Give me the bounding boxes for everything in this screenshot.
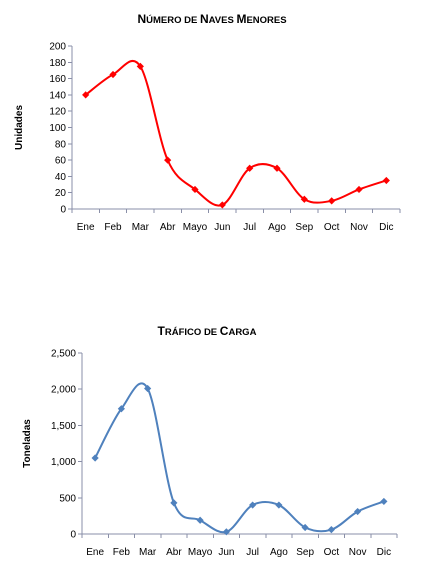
data-point xyxy=(382,176,390,185)
y-tick-label: 40 xyxy=(55,172,67,183)
data-point xyxy=(144,384,152,393)
chart-title: NÚMERO DE NAVES MENORES xyxy=(137,12,286,26)
y-tick-label: 160 xyxy=(49,74,66,85)
data-point xyxy=(275,501,283,509)
y-tick-label: 100 xyxy=(49,123,66,134)
data-point xyxy=(218,201,226,209)
data-point xyxy=(191,185,199,194)
y-tick-label: 140 xyxy=(49,90,66,101)
x-tick-label: Ago xyxy=(270,547,288,558)
y-tick-label: 120 xyxy=(49,107,66,118)
data-point xyxy=(170,499,178,507)
y-tick-label: 2,500 xyxy=(51,349,76,360)
data-point xyxy=(82,91,90,99)
y-axis-label: Toneladas xyxy=(22,419,33,468)
x-tick-label: Mar xyxy=(139,547,157,558)
x-tick-label: Abr xyxy=(166,547,182,558)
data-point xyxy=(355,185,363,194)
data-point xyxy=(136,62,144,70)
y-tick-label: 1,000 xyxy=(51,457,76,468)
x-tick-label: Jun xyxy=(218,547,234,558)
x-tick-label: Abr xyxy=(160,222,176,233)
x-tick-label: Dic xyxy=(379,222,393,233)
series-line-1 xyxy=(85,59,387,207)
data-point xyxy=(249,501,257,509)
data-point xyxy=(327,526,335,534)
data-point xyxy=(273,164,281,172)
data-point xyxy=(222,528,230,536)
chart-2: TRÁFICO DE CARGA Toneladas 0 500 1,000 1,500 2… xyxy=(22,324,398,558)
data-point xyxy=(300,195,308,203)
x-tick-label: Jul xyxy=(243,222,256,233)
x-tick-label: Ago xyxy=(268,222,286,233)
y-tick-label: 20 xyxy=(55,188,67,199)
y-tick-label: 80 xyxy=(55,139,67,150)
data-point xyxy=(246,164,254,172)
data-point xyxy=(109,70,117,79)
series-line-1 xyxy=(94,382,385,534)
data-point xyxy=(380,497,388,506)
x-tick-label: Feb xyxy=(104,222,122,233)
x-tick-label: Oct xyxy=(324,547,340,558)
y-tick-label: 0 xyxy=(70,530,76,541)
y-tick-label: 60 xyxy=(55,156,67,167)
y-tick-label: 1,500 xyxy=(51,421,76,432)
x-tick-label: Dic xyxy=(377,547,391,558)
x-tick-label: Ene xyxy=(77,222,95,233)
data-point xyxy=(164,156,172,164)
y-tick-label: 200 xyxy=(49,42,66,53)
x-tick-label: Nov xyxy=(349,547,367,558)
x-tick-label: Mayo xyxy=(183,222,208,233)
data-point xyxy=(301,523,309,532)
x-tick-label: Ene xyxy=(86,547,104,558)
data-point xyxy=(91,454,99,462)
x-tick-label: Feb xyxy=(113,547,131,558)
x-tick-label: Mayo xyxy=(188,547,213,558)
chart-1: NÚMERO DE NAVES MENORES Unidades 0 20 40 60 80… xyxy=(14,12,401,233)
x-tick-label: Jun xyxy=(214,222,230,233)
x-tick-label: Oct xyxy=(324,222,340,233)
x-tick-label: Mar xyxy=(132,222,150,233)
data-point xyxy=(354,507,362,516)
x-tick-label: Sep xyxy=(296,547,314,558)
data-point xyxy=(196,516,204,524)
chart-title: TRÁFICO DE CARGA xyxy=(158,324,257,338)
y-tick-label: 2,000 xyxy=(51,385,76,396)
y-tick-label: 0 xyxy=(60,205,66,216)
y-axis-label: Unidades xyxy=(14,105,25,150)
y-tick-label: 500 xyxy=(59,493,76,504)
data-point xyxy=(117,405,125,413)
data-point xyxy=(328,197,336,205)
y-tick-label: 180 xyxy=(49,58,66,69)
x-tick-label: Jul xyxy=(246,547,259,558)
x-tick-label: Nov xyxy=(350,222,368,233)
x-tick-label: Sep xyxy=(295,222,313,233)
